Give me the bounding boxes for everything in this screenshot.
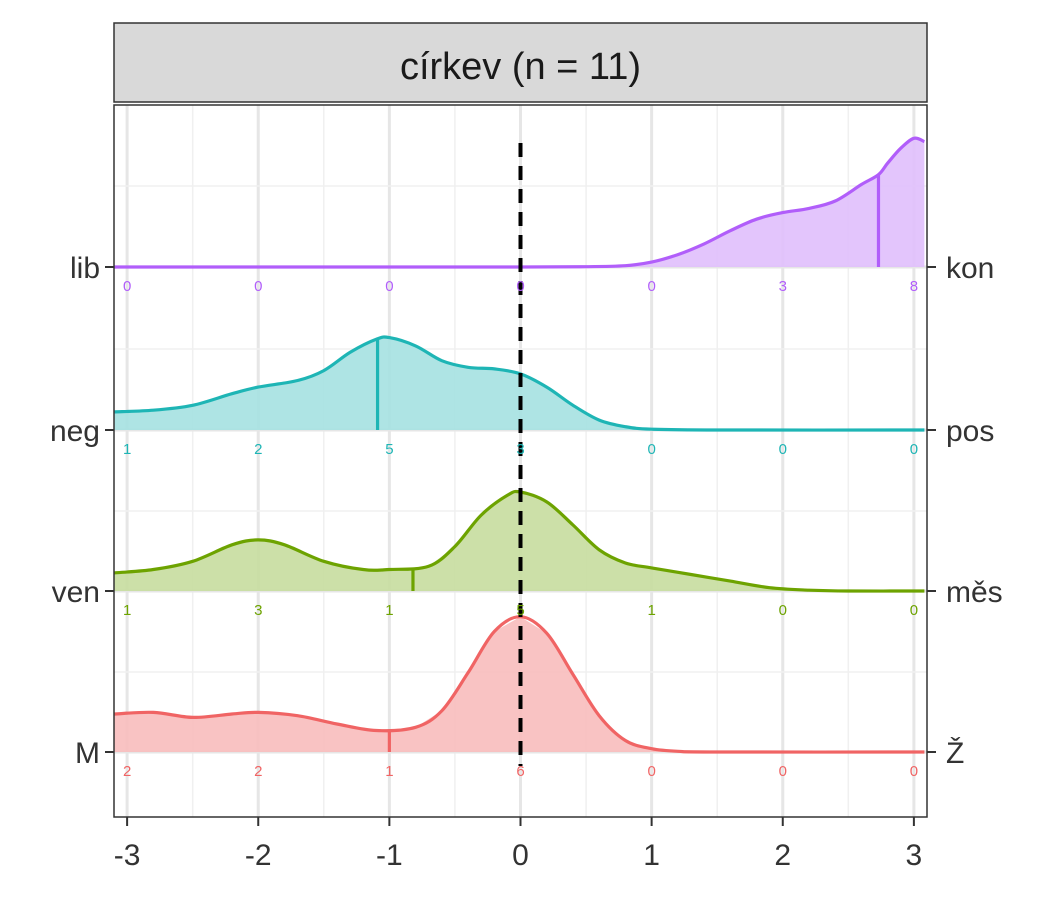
y-left-label: ven xyxy=(52,576,100,609)
x-tick-label: 0 xyxy=(512,839,529,872)
y-right-label: Ž xyxy=(946,737,964,770)
count-label: 5 xyxy=(385,441,393,458)
count-label: 8 xyxy=(910,278,918,295)
count-label: 3 xyxy=(779,278,787,295)
count-label: 0 xyxy=(910,441,918,458)
y-left-label: lib xyxy=(70,252,100,285)
count-label: 0 xyxy=(647,763,655,780)
count-label: 0 xyxy=(647,278,655,295)
panel-title: církev (n = 11) xyxy=(400,46,641,88)
x-tick-label: -3 xyxy=(114,839,141,872)
count-label: 0 xyxy=(910,602,918,619)
count-label: 2 xyxy=(254,441,262,458)
density-line-ven xyxy=(113,489,925,593)
density-line-neg xyxy=(113,335,925,432)
x-tick-label: 2 xyxy=(774,839,791,872)
density-area-lib xyxy=(114,138,925,267)
count-label: 0 xyxy=(779,763,787,780)
count-label: 3 xyxy=(254,602,262,619)
y-right-label: měs xyxy=(946,576,1003,609)
density-line-M xyxy=(113,615,925,754)
count-label: 1 xyxy=(385,602,393,619)
count-label: 0 xyxy=(647,441,655,458)
ridge-lib xyxy=(113,136,926,269)
count-label: 3 xyxy=(516,441,524,458)
count-label: 0 xyxy=(123,278,131,295)
count-label: 0 xyxy=(516,278,524,295)
y-left-label: neg xyxy=(50,415,100,448)
x-tick-label: 1 xyxy=(643,839,660,872)
y-right-label: kon xyxy=(946,252,994,285)
x-tick-label: 3 xyxy=(906,839,923,872)
count-label: 0 xyxy=(779,441,787,458)
strip-background xyxy=(113,22,928,103)
count-label: 6 xyxy=(516,763,524,780)
count-label: 0 xyxy=(254,278,262,295)
x-tick-label: -1 xyxy=(376,839,403,872)
count-label: 1 xyxy=(123,602,131,619)
count-label: 2 xyxy=(123,763,131,780)
count-labels-layer: 0 0 0 0 0 3 8 1 2 5 3 0 0 0 1 3 1 5 1 0 0 2 2 1 6 0 0 0 xyxy=(123,278,918,780)
x-tick-label: -2 xyxy=(245,839,272,872)
y-left-label: M xyxy=(75,737,100,770)
count-label: 0 xyxy=(910,763,918,780)
axes-layer: -3 -2 -1 0 1 2 3 lib kon neg pos ven měs M Ž xyxy=(50,252,1003,872)
count-label: 0 xyxy=(385,278,393,295)
count-label: 5 xyxy=(516,602,524,619)
count-label: 0 xyxy=(779,602,787,619)
density-line-lib xyxy=(113,136,926,269)
count-label: 1 xyxy=(385,763,393,780)
y-right-label: pos xyxy=(946,415,994,448)
panel-strip: církev (n = 11) xyxy=(113,22,928,103)
count-label: 1 xyxy=(123,441,131,458)
count-label: 2 xyxy=(254,763,262,780)
count-label: 1 xyxy=(647,602,655,619)
